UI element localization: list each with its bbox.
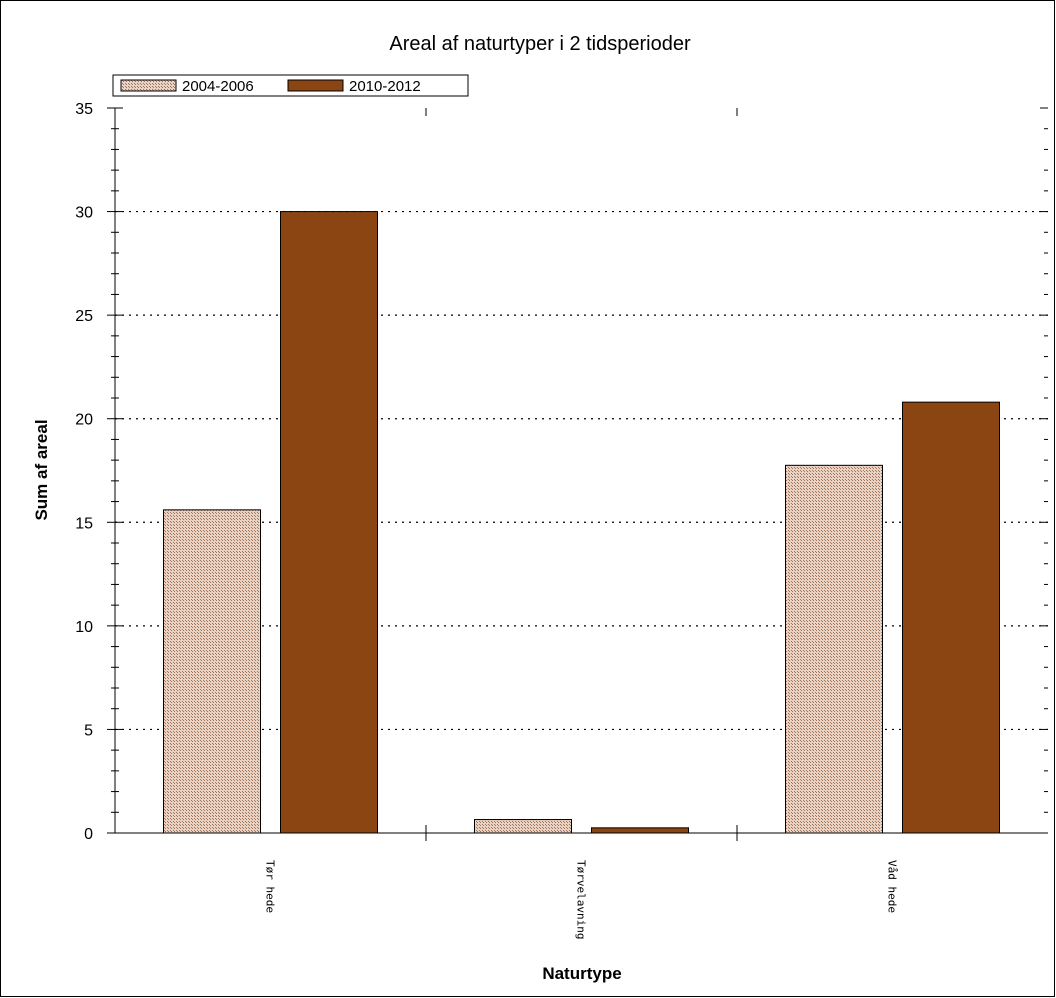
y-tick-label: 15 (75, 515, 93, 532)
x-tick-label: Tørvelavning (575, 860, 588, 939)
legend-swatch-2004-2006 (120, 79, 177, 92)
bar-2004-2006-2 (474, 819, 572, 834)
chart-title: Areal af naturtyper i 2 tidsperioder (389, 33, 691, 55)
y-axis-ticks: 0 5 10 15 20 25 30 35 (75, 101, 93, 843)
bar-2010-2012-1 (280, 211, 378, 834)
legend: 2004-2006 2010-2012 (112, 74, 469, 97)
x-tick-label: Våd hede (886, 860, 899, 913)
axes (107, 107, 1048, 841)
bar-2004-2006-3 (785, 464, 883, 834)
x-tick-label: Tør hede (264, 860, 277, 913)
legend-label-2010-2012: 2010-2012 (349, 78, 421, 95)
bar-2010-2012-2 (591, 827, 689, 834)
y-axis-title: Sum af areal (32, 419, 51, 520)
bar-2010-2012-3 (902, 401, 1000, 834)
y-tick-label: 20 (75, 412, 93, 429)
y-tick-label: 30 (75, 205, 93, 222)
y-tick-label: 5 (84, 722, 93, 739)
x-axis-title: Naturtype (542, 964, 621, 983)
bars (163, 211, 1000, 834)
y-tick-label: 10 (75, 619, 93, 636)
bar-2004-2006-1 (163, 509, 261, 834)
x-axis-labels: Tør hede Tørvelavning Våd hede (264, 860, 899, 939)
gridlines (115, 210, 1048, 731)
y-tick-label: 35 (75, 101, 93, 118)
y-tick-label: 0 (84, 826, 93, 843)
legend-label-2004-2006: 2004-2006 (182, 78, 254, 95)
y-tick-label: 25 (75, 308, 93, 325)
legend-swatch-2010-2012 (287, 79, 344, 92)
